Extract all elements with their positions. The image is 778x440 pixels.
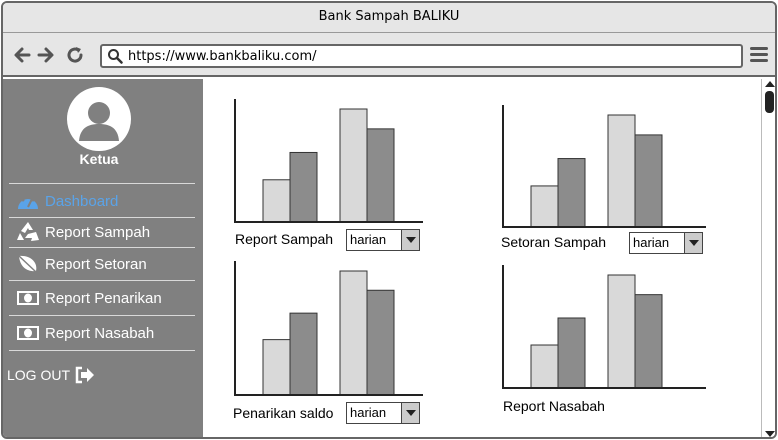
period-select-value: harian [350,405,387,420]
bar [366,128,395,223]
chart-penarikan-saldo [233,261,423,397]
url-text: https://www.bankbaliku.com/ [128,49,317,64]
bar [262,339,291,396]
chart-axis [234,261,423,396]
period-select[interactable]: harian [629,232,703,254]
sidebar-item-label: Report Nasabah [45,324,155,342]
scroll-down-icon[interactable] [765,431,775,437]
sidebar-item-dashboard[interactable]: Dashboard [15,188,195,214]
reload-icon[interactable] [66,46,84,64]
logout-icon [74,365,96,385]
sidebar-item-label: Report Setoran [45,255,147,273]
scroll-thumb[interactable] [765,91,774,113]
bar [634,134,663,228]
sidebar-item-report-setoran[interactable]: Report Setoran [15,251,195,277]
hamburger-menu-icon[interactable] [750,47,768,63]
bar [530,344,559,389]
window-title: Bank Sampah BALIKU [3,3,775,33]
logout-label: LOG OUT [7,367,71,383]
chart-label: Penarikan saldo [233,405,334,421]
chart-axis [502,265,706,389]
dashboard-content: Report Sampah harian Setoran Sampah hari… [203,79,761,437]
forward-arrow-icon[interactable] [37,46,55,64]
bar [607,274,636,389]
bar [339,270,368,396]
url-bar[interactable]: https://www.bankbaliku.com/ [100,44,743,68]
sidebar-item-label: Report Sampah [45,223,151,241]
bar [530,185,559,228]
leaf-icon [15,253,41,275]
bar [339,108,368,223]
money-icon [15,287,41,309]
divider [9,315,195,316]
chart-setoran-sampah [501,105,706,229]
scroll-up-icon[interactable] [765,81,775,87]
period-select-value: harian [633,235,670,250]
chart-axis [502,105,706,228]
chart-label: Setoran Sampah [501,234,607,250]
sidebar-item-report-sampah[interactable]: Report Sampah [15,219,195,245]
sidebar-item-report-penarikan[interactable]: Report Penarikan [15,285,195,311]
divider [9,280,195,281]
avatar [67,87,131,151]
user-role: Ketua [79,151,119,167]
dashboard-icon [15,190,41,212]
search-icon [107,48,123,64]
divider [9,350,195,351]
bar [634,294,663,389]
recycle-icon [15,221,41,243]
logout-button[interactable]: LOG OUT [7,365,96,385]
chart-label: Report Sampah [235,231,334,247]
user-icon [79,102,119,141]
period-select[interactable]: harian [346,229,420,251]
browser-toolbar: https://www.bankbaliku.com/ [3,33,775,77]
sidebar: Ketua Dashboard Report Sampah Report Set… [3,79,203,437]
chevron-down-icon [684,233,702,253]
divider [9,247,195,248]
chevron-down-icon [401,403,419,423]
divider [9,183,195,184]
chart-report-nasabah [501,265,706,390]
chart-axis [234,99,423,223]
money-icon [15,322,41,344]
bar [557,317,586,389]
bar [366,289,395,396]
divider [9,217,195,218]
bar [289,151,318,223]
back-arrow-icon[interactable] [13,46,31,64]
chart-report-sampah [233,99,423,224]
sidebar-item-report-nasabah[interactable]: Report Nasabah [15,320,195,346]
chevron-down-icon [401,230,419,250]
period-select-value: harian [350,232,387,247]
vertical-scrollbar[interactable] [761,79,775,437]
sidebar-item-label: Report Penarikan [45,289,162,307]
bar [557,158,586,228]
chart-label: Report Nasabah [503,398,605,414]
sidebar-item-label: Dashboard [45,192,119,210]
bar [607,114,636,228]
period-select[interactable]: harian [346,402,420,424]
bar [289,312,318,396]
bar [262,179,291,223]
